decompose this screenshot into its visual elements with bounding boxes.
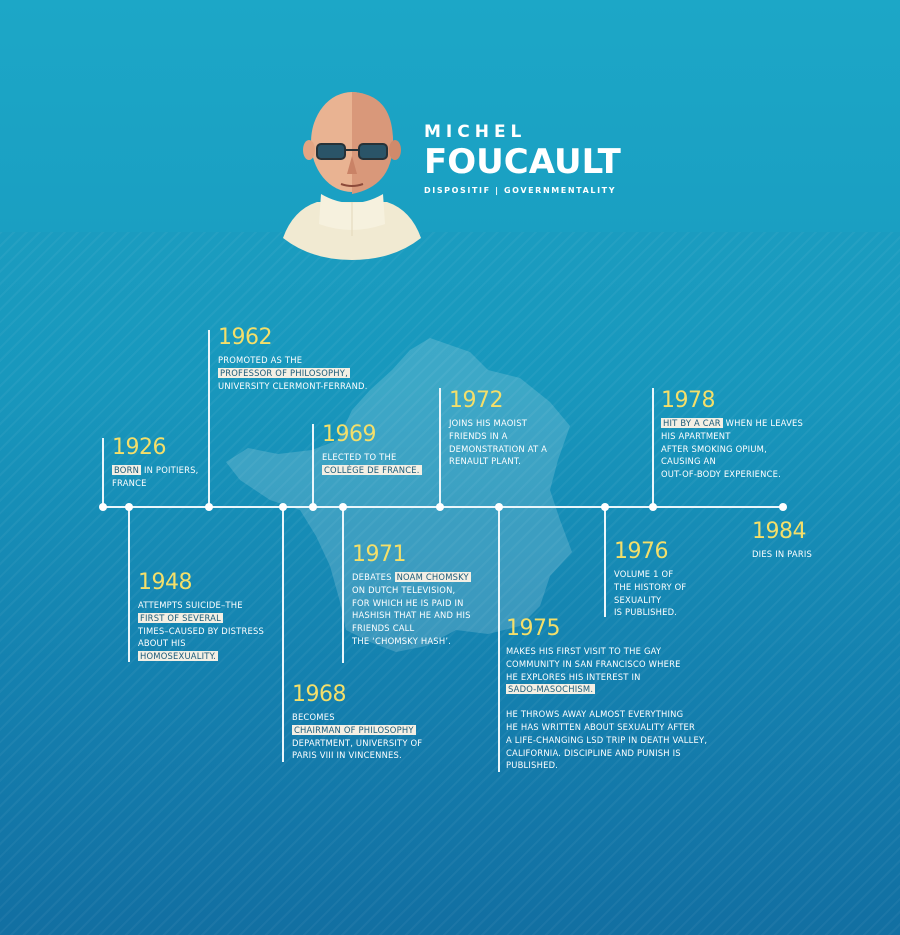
highlight: CHAIRMAN OF PHILOSOPHY xyxy=(292,725,416,735)
connector-1926 xyxy=(102,438,104,507)
event-description: MAKES HIS FIRST VISIT TO THE GAY COMMUNI… xyxy=(506,645,707,772)
connector-1948 xyxy=(128,507,130,662)
event-year: 1969 xyxy=(322,423,422,447)
timeline-dot-1978 xyxy=(649,503,657,511)
event-description: DIES IN PARIS xyxy=(752,548,812,561)
highlight: FIRST OF SEVERAL xyxy=(138,613,223,623)
highlight: COLLÈGE DE FRANCE. xyxy=(322,465,422,475)
connector-1969 xyxy=(312,424,314,507)
highlight: HOMOSEXUALITY. xyxy=(138,651,218,661)
timeline-dot-1962 xyxy=(205,503,213,511)
highlight: PROFESSOR OF PHILOSOPHY, xyxy=(218,368,350,378)
highlight: HIT BY A CAR xyxy=(661,418,723,428)
timeline-dot-1969 xyxy=(309,503,317,511)
event-1978: 1978 HIT BY A CAR WHEN HE LEAVES HIS APA… xyxy=(661,389,803,481)
connector-1978 xyxy=(652,388,654,507)
event-year: 1978 xyxy=(661,389,803,413)
event-year: 1962 xyxy=(218,326,368,350)
event-description: HIT BY A CAR WHEN HE LEAVES HIS APARTMEN… xyxy=(661,417,803,481)
highlight: NOAM CHOMSKY xyxy=(395,572,471,582)
highlight: BORN xyxy=(112,465,141,475)
timeline-dot-1968 xyxy=(279,503,287,511)
event-1968: 1968 BECOMES CHAIRMAN OF PHILOSOPHY DEPA… xyxy=(292,683,422,762)
timeline-dot-1976 xyxy=(601,503,609,511)
event-1971: 1971 DEBATES NOAM CHOMSKY ON DUTCH TELEV… xyxy=(352,543,471,648)
timeline-dot-1984 xyxy=(779,503,787,511)
event-year: 1975 xyxy=(506,617,707,641)
timeline-dot-1948 xyxy=(125,503,133,511)
event-description: JOINS HIS MAOIST FRIENDS IN A DEMONSTRAT… xyxy=(449,417,547,468)
connector-1976 xyxy=(604,507,606,617)
event-1984: 1984 DIES IN PARIS xyxy=(752,520,812,561)
event-1969: 1969 ELECTED TO THE COLLÈGE DE FRANCE. xyxy=(322,423,422,477)
event-description: BECOMES CHAIRMAN OF PHILOSOPHY DEPARTMEN… xyxy=(292,711,422,762)
connector-1968 xyxy=(282,507,284,762)
event-1972: 1972 JOINS HIS MAOIST FRIENDS IN A DEMON… xyxy=(449,389,547,468)
event-description: DEBATES NOAM CHOMSKY ON DUTCH TELEVISION… xyxy=(352,571,471,648)
event-1948: 1948 ATTEMPTS SUICIDE–THE FIRST OF SEVER… xyxy=(138,571,264,663)
event-1962: 1962 PROMOTED AS THE PROFESSOR OF PHILOS… xyxy=(218,326,368,392)
event-year: 1984 xyxy=(752,520,812,544)
event-description: ATTEMPTS SUICIDE–THE FIRST OF SEVERAL TI… xyxy=(138,599,264,663)
timeline-dot-1975 xyxy=(495,503,503,511)
event-description: PROMOTED AS THE PROFESSOR OF PHILOSOPHY,… xyxy=(218,354,368,392)
event-year: 1976 xyxy=(614,540,686,564)
event-1976: 1976 VOLUME 1 OF THE HISTORY OF SEXUALIT… xyxy=(614,540,686,619)
event-description: ELECTED TO THE COLLÈGE DE FRANCE. xyxy=(322,451,422,477)
connector-1962 xyxy=(208,330,210,507)
header-band xyxy=(0,0,900,232)
first-name: MICHEL xyxy=(424,122,621,142)
event-1975: 1975 MAKES HIS FIRST VISIT TO THE GAY CO… xyxy=(506,617,707,772)
foucault-portrait xyxy=(283,90,421,260)
connector-1971 xyxy=(342,507,344,663)
timeline-dot-1926 xyxy=(99,503,107,511)
event-year: 1972 xyxy=(449,389,547,413)
connector-1975 xyxy=(498,507,500,772)
event-year: 1971 xyxy=(352,543,471,567)
last-name: FOUCAULT xyxy=(424,144,621,180)
event-1926: 1926 BORN IN POITIERS, FRANCE xyxy=(112,436,199,490)
subtitle: DISPOSITIF | GOVERNMENTALITY xyxy=(424,186,621,195)
highlight: SADO-MASOCHISM. xyxy=(506,684,595,694)
event-description: VOLUME 1 OF THE HISTORY OF SEXUALITY IS … xyxy=(614,568,686,619)
connector-1972 xyxy=(439,388,441,507)
event-year: 1968 xyxy=(292,683,422,707)
timeline-dot-1972 xyxy=(436,503,444,511)
event-description: BORN IN POITIERS, FRANCE xyxy=(112,464,199,490)
event-year: 1948 xyxy=(138,571,264,595)
event-year: 1926 xyxy=(112,436,199,460)
timeline-dot-1971 xyxy=(339,503,347,511)
title-block: MICHEL FOUCAULT DISPOSITIF | GOVERNMENTA… xyxy=(424,122,621,195)
